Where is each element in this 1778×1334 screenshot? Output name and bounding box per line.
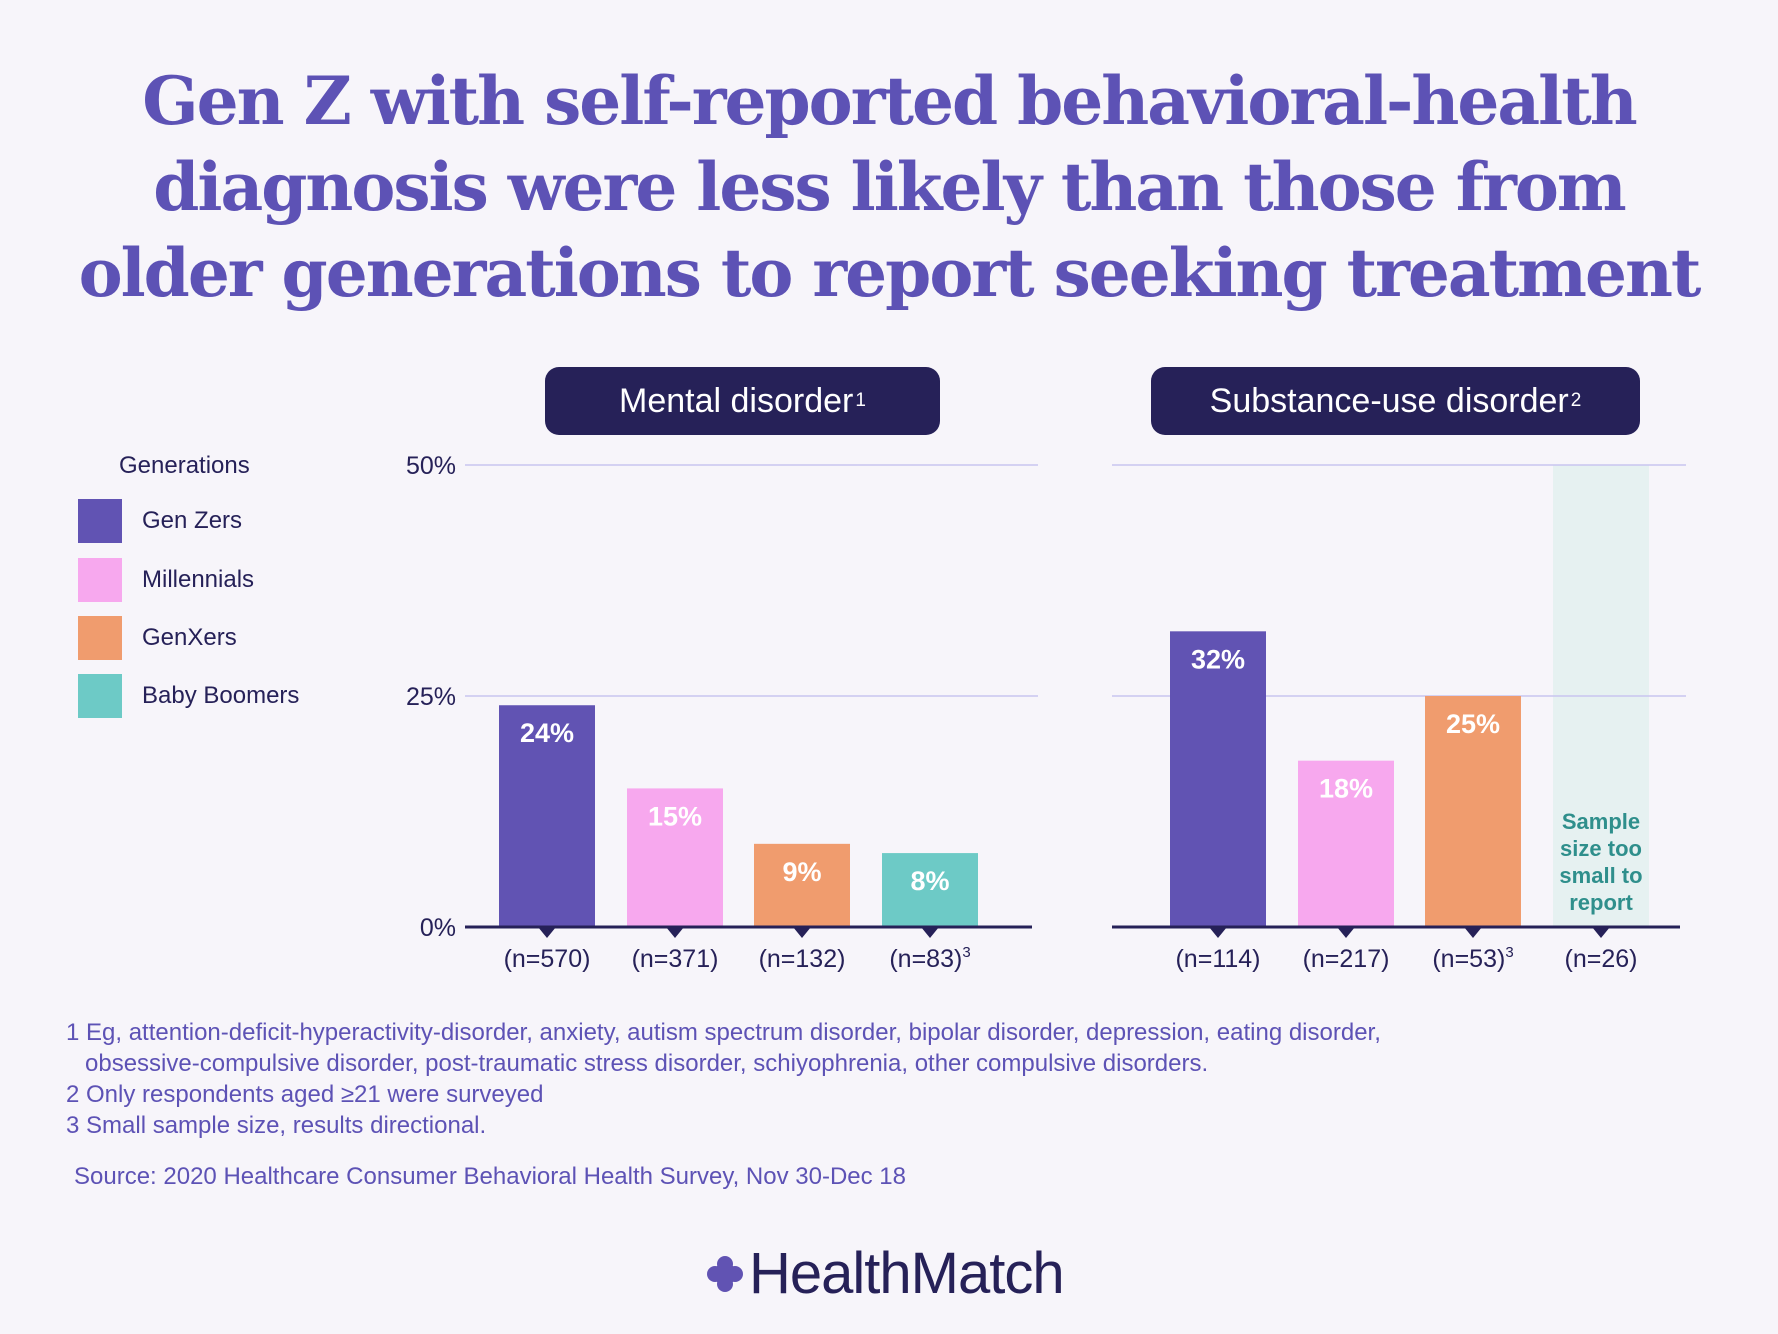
category-label: (n=570) xyxy=(504,945,591,973)
title-line-3: older generations to report seeking trea… xyxy=(78,234,1702,312)
legend-swatch xyxy=(78,616,122,660)
category-label: (n=132) xyxy=(759,945,846,973)
bar-millennials xyxy=(627,788,723,927)
mental-disorder-header: Mental disorder 1 xyxy=(545,367,940,435)
mental-disorder-title: Mental disorder xyxy=(619,381,854,420)
category-label: (n=217) xyxy=(1303,945,1390,973)
legend-label: Baby Boomers xyxy=(142,682,300,709)
healthmatch-logo: HealthMatch xyxy=(705,1240,1065,1307)
data-label: 25% xyxy=(1446,709,1500,739)
not-reported-note: size too xyxy=(1560,836,1642,861)
data-label: 9% xyxy=(782,857,821,887)
tick-marker xyxy=(1592,927,1610,938)
footnote-1-continued: obsessive-compulsive disorder, post-trau… xyxy=(85,1050,1209,1077)
tick-marker xyxy=(1337,927,1355,938)
legend-label: Gen Zers xyxy=(142,507,243,534)
footnote-3: 3 Small sample size, results directional… xyxy=(66,1112,487,1139)
category-label: (n=53)3 xyxy=(1432,944,1513,973)
tick-marker xyxy=(1464,927,1482,938)
y-tick-label: 50% xyxy=(406,452,456,480)
title-line-1: Gen Z with self-reported behavioral-heal… xyxy=(142,62,1637,140)
bar-millennials xyxy=(1298,760,1394,927)
data-label: 15% xyxy=(648,801,702,831)
category-label: (n=83)3 xyxy=(889,944,970,973)
not-reported-note: small to xyxy=(1559,863,1642,888)
not-reported-note: report xyxy=(1569,890,1633,915)
category-label: (n=371) xyxy=(632,945,719,973)
data-label: 32% xyxy=(1191,644,1245,674)
tick-marker xyxy=(538,927,556,938)
footnote-2: 2 Only respondents aged ≥21 were surveye… xyxy=(66,1081,544,1108)
category-footnote-ref: 3 xyxy=(962,944,970,961)
bar-genxers xyxy=(754,843,850,927)
footnotes: 1 Eg, attention-deficit-hyperactivity-di… xyxy=(66,1017,1381,1141)
legend-item-millennials: Millennials xyxy=(78,558,254,602)
category-footnote-ref: 3 xyxy=(1505,944,1513,961)
legend-swatch xyxy=(78,674,122,718)
substance-disorder-title: Substance-use disorder xyxy=(1209,381,1569,420)
substance-disorder-header: Substance-use disorder 2 xyxy=(1151,367,1640,435)
legend-title: Generations xyxy=(119,452,250,479)
legend-label: Millennials xyxy=(142,566,255,593)
bar-gen-zers xyxy=(1170,631,1266,927)
bar-gen-zers xyxy=(499,705,595,927)
legend-item-genxers: GenXers xyxy=(78,616,237,660)
legend-swatch xyxy=(78,558,122,602)
footnote-1: 1 Eg, attention-deficit-hyperactivity-di… xyxy=(66,1019,1381,1046)
data-label: 8% xyxy=(910,866,949,896)
logo-text: HealthMatch xyxy=(749,1241,1065,1306)
y-tick-label: 0% xyxy=(420,914,456,942)
plus-cross-icon xyxy=(707,1255,743,1292)
data-label: 18% xyxy=(1319,774,1373,804)
legend-swatch xyxy=(78,499,122,543)
y-tick-label: 25% xyxy=(406,683,456,711)
source-note: Source: 2020 Healthcare Consumer Behavio… xyxy=(74,1163,906,1190)
tick-marker xyxy=(666,927,684,938)
tick-marker xyxy=(921,927,939,938)
category-label: (n=114) xyxy=(1175,945,1260,973)
not-reported-note: Sample xyxy=(1562,809,1640,834)
chart-title: Gen Z with self-reported behavioral-heal… xyxy=(0,58,1778,316)
legend-item-gen-zers: Gen Zers xyxy=(78,499,242,543)
category-label: (n=26) xyxy=(1565,945,1638,973)
title-line-2: diagnosis were less likely than those fr… xyxy=(153,148,1627,226)
legend-item-baby-boomers: Baby Boomers xyxy=(78,674,299,718)
bar-genxers xyxy=(1425,696,1521,927)
data-label: 24% xyxy=(520,718,574,748)
tick-marker xyxy=(793,927,811,938)
legend-label: GenXers xyxy=(142,624,237,651)
bar-baby-boomers xyxy=(882,853,978,927)
tick-marker xyxy=(1209,927,1227,938)
